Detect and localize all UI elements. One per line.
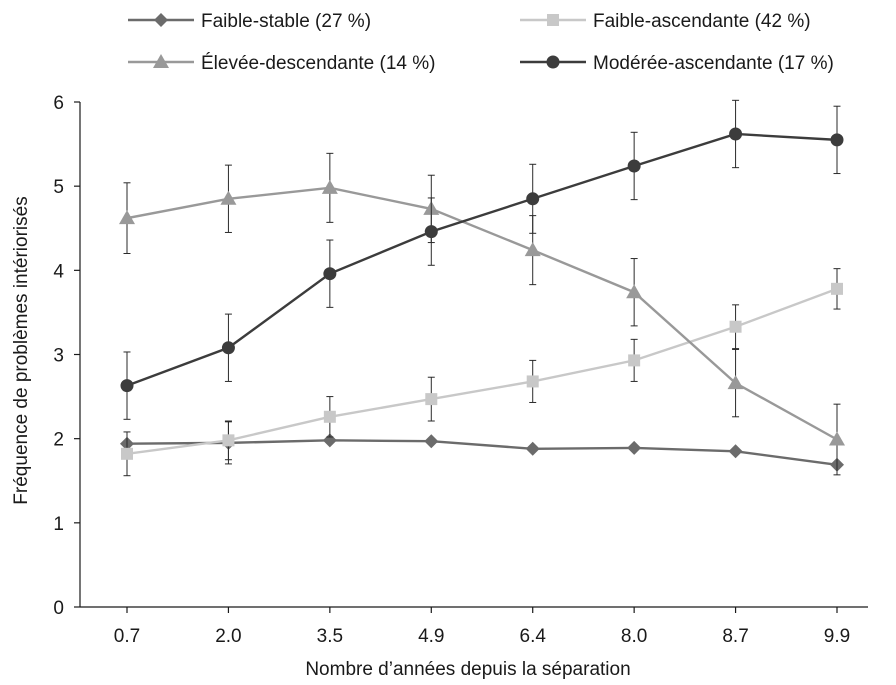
data-point — [121, 447, 133, 460]
data-point — [120, 379, 134, 393]
legend-marker — [153, 54, 169, 68]
series-line — [126, 439, 838, 466]
data-point — [627, 440, 642, 455]
data-point — [628, 354, 641, 367]
legend-item: Faible-stable (27 %) — [128, 11, 371, 32]
x-tick-label: 9.9 — [824, 626, 850, 647]
data-point — [220, 190, 237, 205]
x-tick-label: 6.4 — [520, 626, 547, 647]
series-3 — [119, 152, 845, 476]
data-point — [323, 410, 336, 423]
plot-area — [119, 99, 845, 477]
legend-marker — [547, 14, 559, 26]
legend-label: Faible-stable (27 %) — [201, 11, 371, 32]
y-tick-label: 5 — [53, 177, 64, 198]
y-tick-label: 6 — [53, 93, 64, 114]
data-point — [525, 441, 540, 456]
data-point — [221, 341, 235, 355]
legend-label: Élevée-descendante (14 %) — [201, 53, 435, 74]
data-point — [526, 192, 540, 206]
data-point — [524, 242, 541, 257]
data-point — [830, 133, 844, 147]
legend-marker — [154, 13, 168, 27]
legend-item: Élevée-descendante (14 %) — [128, 53, 435, 74]
x-tick-label: 4.9 — [418, 626, 444, 647]
x-tick-label: 8.7 — [722, 626, 748, 647]
x-axis: 0.7 2.0 3.5 4.9 6.4 8.0 8.7 9.9 — [80, 606, 868, 647]
series-line — [126, 186, 838, 441]
data-point — [727, 375, 744, 390]
legend-label: Faible-ascendante (42 %) — [593, 11, 811, 32]
x-tick-label: 0.7 — [114, 626, 140, 647]
series-line — [126, 287, 838, 456]
x-axis-title: Nombre d’années depuis la séparation — [305, 659, 630, 680]
y-tick-label: 0 — [53, 598, 64, 619]
y-tick-label: 1 — [53, 514, 64, 535]
legend-marker — [546, 55, 560, 69]
data-point — [829, 431, 845, 446]
data-point — [626, 284, 643, 299]
x-tick-label: 3.5 — [317, 626, 343, 647]
x-tick-label: 2.0 — [215, 626, 241, 647]
data-point — [323, 267, 337, 281]
legend-label: Modérée-ascendante (17 %) — [593, 53, 834, 74]
x-tick-label: 8.0 — [621, 626, 647, 647]
data-point — [627, 159, 641, 173]
data-point — [729, 127, 743, 141]
series-4 — [120, 99, 844, 420]
data-point — [729, 320, 742, 333]
y-tick-label: 4 — [53, 261, 64, 282]
y-tick-label: 2 — [53, 430, 64, 451]
series-2 — [121, 268, 843, 477]
legend: Faible-stable (27 %) Faible-ascendante (4… — [128, 11, 834, 74]
series-line — [126, 132, 838, 387]
y-axis-title: Fréquence de problèmes intériorisés — [11, 196, 32, 504]
data-point — [222, 434, 235, 447]
data-point — [728, 444, 743, 459]
data-point — [321, 179, 338, 194]
data-point — [831, 282, 843, 295]
data-point — [424, 434, 439, 449]
y-tick-label: 3 — [53, 346, 64, 367]
data-point — [526, 375, 539, 388]
data-point — [425, 393, 438, 406]
legend-item: Modérée-ascendante (17 %) — [520, 53, 834, 74]
legend-item: Faible-ascendante (42 %) — [520, 11, 811, 32]
y-axis: 0 1 2 3 4 5 6 — [53, 93, 81, 619]
data-point — [119, 210, 135, 225]
data-point — [424, 225, 438, 239]
